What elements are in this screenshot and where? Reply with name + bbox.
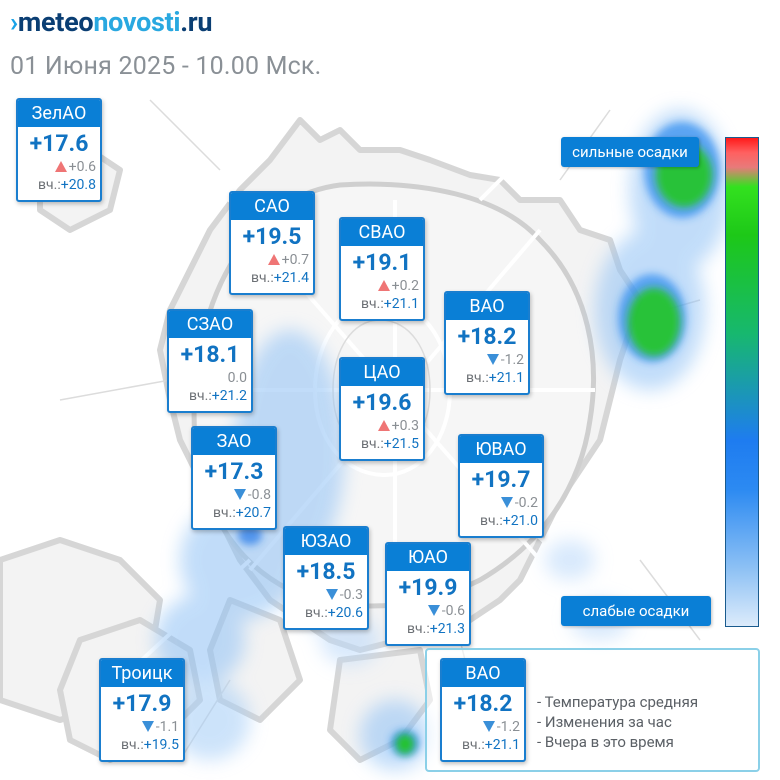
trend-down-icon — [482, 721, 495, 732]
district-card-yuao[interactable]: ЮАО +19.9 -0.6 вч.:+21.3 — [385, 542, 471, 646]
trend-down-icon — [233, 489, 246, 500]
district-temperature: +19.7 — [471, 466, 531, 493]
precipitation-scale — [725, 137, 759, 627]
logo-novosti: novosti — [93, 6, 181, 38]
district-name: ВАО — [442, 660, 524, 687]
scale-light-label: слабые осадки — [561, 596, 711, 626]
district-yesterday: вч.:+21.0 — [480, 513, 538, 529]
district-yesterday: вч.:+19.5 — [121, 737, 179, 753]
trend-up-icon — [377, 420, 390, 431]
district-card-zao[interactable]: ЗАО +17.3 -0.8 вч.:+20.7 — [191, 426, 277, 530]
district-name: ЮАО — [387, 544, 469, 571]
district-yesterday: вч.:+21.1 — [462, 737, 520, 753]
district-card-szao[interactable]: СЗАО +18.1 0.0 вч.:+21.2 — [167, 309, 253, 413]
district-yesterday: вч.:+20.6 — [305, 605, 363, 621]
logo-meteo: meteo — [17, 6, 94, 38]
district-yesterday: вч.:+20.7 — [213, 505, 271, 521]
district-yesterday: вч.:+21.4 — [251, 270, 309, 286]
district-change: +0.3 — [341, 417, 423, 435]
district-temperature: +18.1 — [180, 341, 240, 368]
district-name: ВАО — [446, 293, 528, 320]
legend-sample-card: ВАО +18.2 -1.2 вч.:+21.1 — [440, 658, 526, 762]
scale-heavy-label: сильные осадки — [561, 137, 699, 167]
trend-down-icon — [427, 605, 440, 616]
district-temperature: +18.2 — [457, 323, 517, 350]
district-change: -0.8 — [193, 486, 275, 504]
legend-text: - Температура средняя - Изменения за час… — [537, 692, 698, 752]
district-card-yuvao[interactable]: ЮВАО +19.7 -0.2 вч.:+21.0 — [458, 434, 544, 538]
district-yesterday: вч.:+21.2 — [189, 388, 247, 404]
trend-up-icon — [267, 254, 280, 265]
district-change: +0.2 — [341, 277, 423, 295]
district-name: ЗелАО — [18, 100, 100, 127]
district-change: -0.6 — [387, 602, 469, 620]
district-card-cao[interactable]: ЦАО +19.6 +0.3 вч.:+21.5 — [339, 357, 425, 461]
district-change: -1.1 — [101, 718, 183, 736]
district-yesterday: вч.:+21.1 — [361, 296, 419, 312]
trend-down-icon — [500, 497, 513, 508]
district-temperature: +17.3 — [204, 458, 264, 485]
district-change: +0.6 — [18, 158, 100, 176]
district-change: -0.2 — [460, 494, 542, 512]
district-name: ЗАО — [193, 428, 275, 455]
district-change: -1.2 — [442, 718, 524, 736]
district-yesterday: вч.:+21.3 — [407, 621, 465, 637]
district-temperature: +17.6 — [29, 130, 89, 157]
legend-line-change: - Изменения за час — [537, 713, 672, 731]
district-card-troitsk[interactable]: Троицк +17.9 -1.1 вч.:+19.5 — [99, 658, 185, 762]
trend-down-icon — [325, 589, 338, 600]
legend-line-temperature: - Температура средняя — [537, 693, 699, 711]
district-yesterday: вч.:+21.1 — [466, 370, 524, 386]
district-change: -1.2 — [446, 351, 528, 369]
trend-up-icon — [54, 161, 67, 172]
trend-up-icon — [377, 280, 390, 291]
district-card-sao[interactable]: САО +19.5 +0.7 вч.:+21.4 — [229, 191, 315, 295]
district-change: 0.0 — [227, 370, 247, 386]
district-name: СЗАО — [169, 311, 251, 338]
district-name: САО — [231, 193, 313, 220]
district-card-zelao[interactable]: ЗелАО +17.6 +0.6 вч.:+20.8 — [16, 98, 102, 202]
logo-mark: › — [10, 6, 18, 38]
district-name: ЮЗАО — [285, 528, 367, 555]
district-name: ЦАО — [341, 359, 423, 386]
district-card-svao[interactable]: СВАО +19.1 +0.2 вч.:+21.1 — [339, 217, 425, 321]
district-card-vao[interactable]: ВАО +18.2 -1.2 вч.:+21.1 — [444, 291, 530, 395]
district-temperature: +18.5 — [296, 558, 356, 585]
district-name: ЮВАО — [460, 436, 542, 463]
trend-down-icon — [141, 721, 154, 732]
trend-down-icon — [486, 354, 499, 365]
legend-line-yesterday: - Вчера в это время — [537, 733, 674, 751]
district-yesterday: вч.:+20.8 — [38, 177, 96, 193]
district-change: +0.7 — [231, 251, 313, 269]
district-temperature: +17.9 — [112, 690, 172, 717]
date-time: 01 Июня 2025 - 10.00 Мск. — [10, 52, 322, 81]
site-logo[interactable]: ›meteonovosti.ru — [10, 6, 213, 38]
district-temperature: +19.6 — [352, 389, 412, 416]
district-temperature: +19.5 — [242, 223, 302, 250]
district-change: -0.3 — [285, 586, 367, 604]
district-temperature: +19.9 — [398, 574, 458, 601]
district-yesterday: вч.:+21.5 — [361, 436, 419, 452]
district-name: Троицк — [101, 660, 183, 687]
district-card-yuzao[interactable]: ЮЗАО +18.5 -0.3 вч.:+20.6 — [283, 526, 369, 630]
logo-domain: .ru — [180, 6, 213, 38]
district-temperature: +18.2 — [453, 690, 513, 717]
district-name: СВАО — [341, 219, 423, 246]
district-temperature: +19.1 — [352, 249, 412, 276]
